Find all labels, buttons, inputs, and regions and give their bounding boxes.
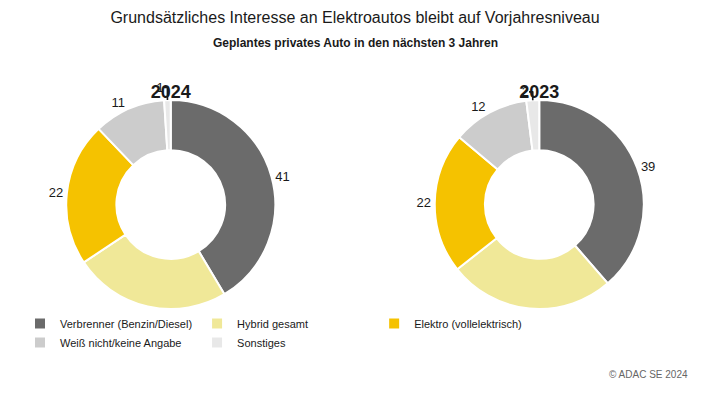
svg-text:Geplantes privates Auto in den: Geplantes privates Auto in den nächsten … — [213, 36, 498, 50]
svg-text:12: 12 — [471, 99, 485, 114]
svg-text:© ADAC SE 2024: © ADAC SE 2024 — [609, 369, 688, 380]
svg-text:41: 41 — [275, 169, 289, 184]
svg-text:Hybrid gesamt: Hybrid gesamt — [237, 318, 308, 330]
svg-text:2: 2 — [522, 84, 529, 99]
svg-text:2024: 2024 — [151, 82, 191, 102]
svg-text:22: 22 — [49, 185, 63, 200]
svg-text:Weiß nicht/keine Angabe: Weiß nicht/keine Angabe — [60, 337, 181, 349]
svg-text:Verbrenner (Benzin/Diesel): Verbrenner (Benzin/Diesel) — [60, 318, 192, 330]
svg-text:39: 39 — [641, 159, 655, 174]
svg-text:11: 11 — [112, 95, 126, 110]
svg-text:2023: 2023 — [519, 82, 559, 102]
svg-text:22: 22 — [417, 195, 431, 210]
svg-text:1: 1 — [156, 80, 163, 95]
svg-text:Elektro (vollelektrisch): Elektro (vollelektrisch) — [414, 318, 522, 330]
svg-text:Grundsätzliches Interesse an E: Grundsätzliches Interesse an Elektroauto… — [110, 9, 599, 26]
svg-text:Sonstiges: Sonstiges — [237, 337, 286, 349]
